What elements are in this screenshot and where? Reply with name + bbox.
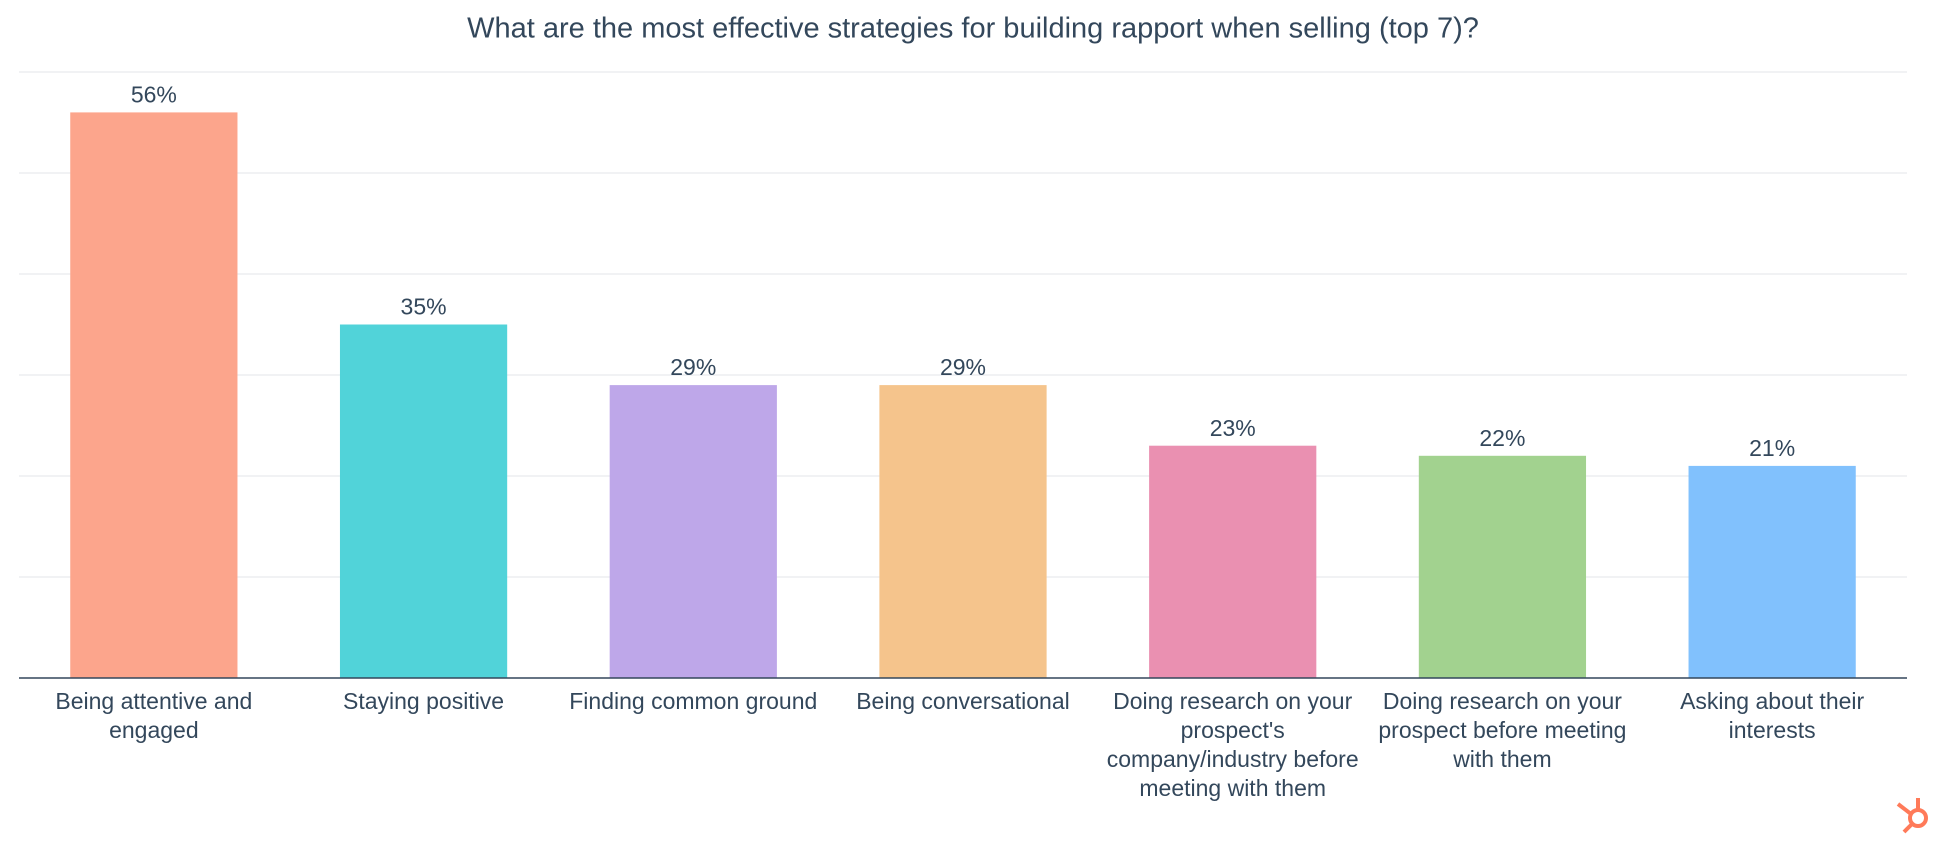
bar (609, 385, 777, 678)
chart-title: What are the most effective strategies f… (467, 13, 1479, 45)
value-label: 35% (401, 294, 447, 320)
x-tick-label: Finding common ground (569, 688, 818, 714)
value-label: 56% (131, 81, 177, 107)
x-tick-label: Doing research on your prospect before m… (1378, 688, 1627, 772)
x-tick-label: Doing research on your prospect's compan… (1106, 688, 1359, 801)
x-tick-label: Being conversational (856, 688, 1070, 714)
hubspot-logo (1896, 798, 1928, 834)
value-label: 29% (940, 354, 986, 380)
value-label: 29% (670, 354, 716, 380)
bar (70, 112, 238, 678)
bar (1418, 455, 1587, 678)
bar (339, 324, 508, 678)
value-label: 22% (1479, 425, 1525, 451)
x-tick-label: Being attentive and engaged (55, 688, 253, 743)
bar (1149, 445, 1317, 678)
bar (1688, 465, 1856, 678)
value-label: 21% (1749, 435, 1795, 461)
bar (879, 385, 1047, 678)
x-tick-label: Staying positive (343, 688, 505, 714)
x-tick-label: Asking about their interests (1680, 688, 1865, 743)
value-label: 23% (1210, 415, 1256, 441)
